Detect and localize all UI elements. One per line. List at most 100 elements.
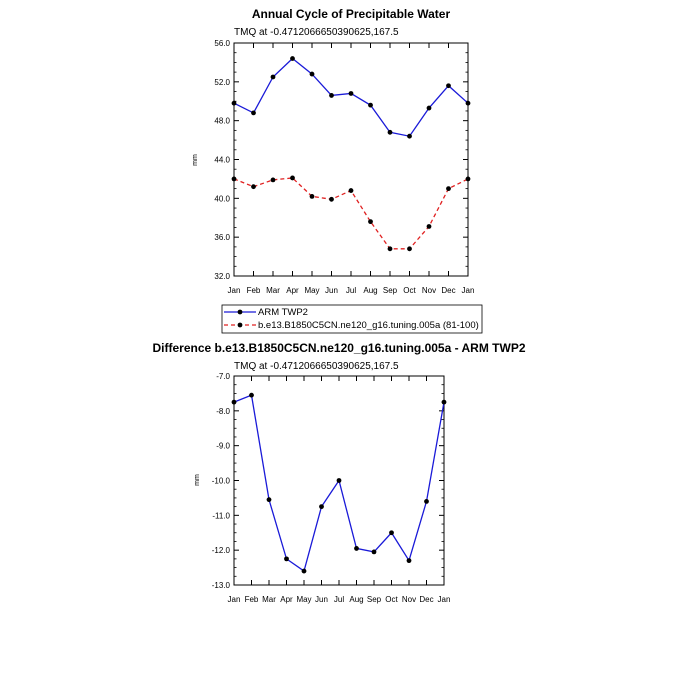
top-chart-series-1-point — [348, 91, 354, 96]
top-chart-xtick-label: Jul — [346, 286, 356, 295]
bottom-chart-title: Difference b.e13.B1850C5CN.ne120_g16.tun… — [152, 341, 525, 355]
bottom-chart-xtick-label: Mar — [262, 595, 276, 604]
legend-label-obs: ARM TWP2 — [258, 307, 308, 318]
top-chart-ytick-label: 56.0 — [214, 39, 230, 48]
top-chart-series-1-point — [465, 100, 471, 106]
top-chart-subtitle: TMQ at -0.4712066650390625,167.5 — [234, 27, 399, 38]
bottom-chart-xtick-label: Nov — [402, 595, 416, 604]
bottom-chart-ytick-label: -12.0 — [212, 546, 231, 555]
top-chart-ytick-label: 40.0 — [214, 194, 230, 203]
top-chart-series-2-point — [426, 224, 432, 229]
top-chart-series — [231, 56, 471, 252]
bottom-chart-ytick-label: -13.0 — [212, 581, 231, 590]
bottom-chart-series-1-point — [389, 530, 394, 536]
legend-box — [221, 304, 483, 334]
bottom-chart-series-1-point — [249, 392, 254, 398]
bottom-chart-xtick-label: May — [296, 595, 311, 604]
top-chart-xtick-label: Feb — [247, 286, 261, 295]
top-chart-series-2-point — [270, 177, 276, 183]
top-chart-xtick-label: Apr — [286, 286, 299, 295]
top-chart-xtick-label: Nov — [422, 286, 436, 295]
top-chart-series-2-point — [348, 188, 354, 193]
top-chart-xtick-label: Aug — [363, 286, 377, 295]
top-chart-series-line-1 — [233, 57, 469, 137]
top-chart-xtick-label: Sep — [383, 286, 398, 295]
bottom-chart-series-1-point — [301, 568, 307, 574]
legend-marker-model — [237, 322, 243, 328]
top-chart-series-2-point — [446, 186, 451, 192]
top-chart-ylabel: mm — [192, 154, 199, 166]
bottom-chart-xtick-label: Sep — [367, 595, 382, 604]
top-chart-series-1-point — [446, 83, 451, 89]
top-chart-series-1-point — [387, 129, 393, 135]
top-chart-ticks: 32.0 36.0 40.0 44.0 48.0 52.0 56.0 Jan Feb Mar Apr… — [214, 39, 474, 295]
bottom-chart-series-1-point — [371, 549, 377, 555]
top-chart-ytick-label: 32.0 — [214, 272, 230, 281]
top-chart-series-1-point — [309, 71, 315, 77]
top-chart-series-2-point — [407, 246, 412, 252]
top-chart-ytick-label: 52.0 — [214, 78, 230, 87]
bottom-chart-xtick-label: Feb — [245, 595, 259, 604]
top-chart-series-1-point — [407, 133, 412, 139]
bottom-chart-series-1-point — [284, 556, 289, 562]
bottom-chart-series-1-point — [406, 558, 412, 564]
bottom-chart-series-1-point — [354, 546, 359, 551]
top-chart-ytick-label: 36.0 — [214, 233, 230, 242]
top-chart-series-2-point — [387, 246, 393, 252]
top-chart-ytick-label: 44.0 — [214, 156, 230, 165]
legend-label-model: b.e13.B1850C5CN.ne120_g16.tuning.005a (8… — [258, 320, 479, 331]
top-chart: Annual Cycle of Precipitable Water TMQ a… — [192, 7, 474, 295]
bottom-chart-xtick-label: Jan — [438, 595, 451, 604]
top-chart-ytick-label: 48.0 — [214, 117, 230, 126]
bottom-chart-xtick-label: Apr — [280, 595, 293, 604]
bottom-chart-series-1-point — [336, 478, 342, 483]
bottom-chart-xtick-label: Jun — [315, 595, 328, 604]
top-chart-xtick-label: May — [304, 286, 319, 295]
top-chart-series-2-point — [290, 175, 295, 181]
top-chart-xtick-label: Jun — [325, 286, 338, 295]
top-chart-series-1-point — [329, 93, 334, 98]
bottom-chart-ytick-label: -9.0 — [216, 442, 230, 451]
top-chart-series-1-point — [251, 110, 256, 116]
bottom-chart-xtick-label: Jan — [228, 595, 241, 604]
top-chart-series-1-point — [368, 102, 373, 108]
bottom-chart-ytick-label: -10.0 — [212, 477, 231, 486]
bottom-chart-series-1-point — [441, 399, 447, 405]
top-chart-series-2-point — [251, 184, 256, 190]
top-chart-series-2-point — [231, 176, 237, 182]
top-chart-series-2-point — [309, 193, 315, 199]
bottom-chart-series-1-point — [231, 399, 237, 405]
top-chart-xtick-label: Mar — [266, 286, 280, 295]
top-chart-series-1-point — [270, 74, 276, 80]
top-chart-series-1-point — [231, 100, 237, 106]
top-chart-xtick-label: Jan — [228, 286, 241, 295]
top-chart-xtick-label: Dec — [441, 286, 455, 295]
bottom-chart-ylabel: mm — [194, 474, 201, 486]
bottom-chart-series-1-point — [266, 497, 272, 503]
legend: ARM TWP2 b.e13.B1850C5CN.ne120_g16.tunin… — [221, 304, 483, 334]
top-chart-series-1-point — [290, 56, 295, 61]
top-chart-xtick-label: Oct — [403, 286, 416, 295]
top-chart-series-2-point — [465, 176, 471, 182]
bottom-chart-series-1-point — [319, 504, 324, 510]
top-chart-title: Annual Cycle of Precipitable Water — [252, 7, 451, 21]
bottom-chart-series-1-point — [424, 499, 429, 504]
top-chart-series-2-point — [329, 196, 334, 202]
top-chart-frame — [233, 42, 469, 277]
bottom-chart-subtitle: TMQ at -0.4712066650390625,167.5 — [234, 361, 399, 372]
bottom-chart-xtick-label: Oct — [385, 595, 398, 604]
top-chart-series-2-point — [368, 219, 373, 225]
bottom-chart-ytick-label: -11.0 — [212, 511, 230, 520]
top-chart-xtick-label: Jan — [462, 286, 475, 295]
bottom-chart-series — [231, 392, 447, 574]
bottom-chart-xtick-label: Jul — [334, 595, 344, 604]
legend-marker-obs — [237, 309, 243, 315]
bottom-chart-xtick-label: Dec — [419, 595, 433, 604]
bottom-chart-ytick-label: -8.0 — [216, 407, 230, 416]
bottom-chart-ytick-label: -7.0 — [216, 372, 230, 381]
top-chart-series-1-point — [426, 105, 432, 111]
bottom-chart-series-line-1 — [233, 394, 445, 573]
bottom-chart: Difference b.e13.B1850C5CN.ne120_g16.tun… — [152, 341, 525, 604]
